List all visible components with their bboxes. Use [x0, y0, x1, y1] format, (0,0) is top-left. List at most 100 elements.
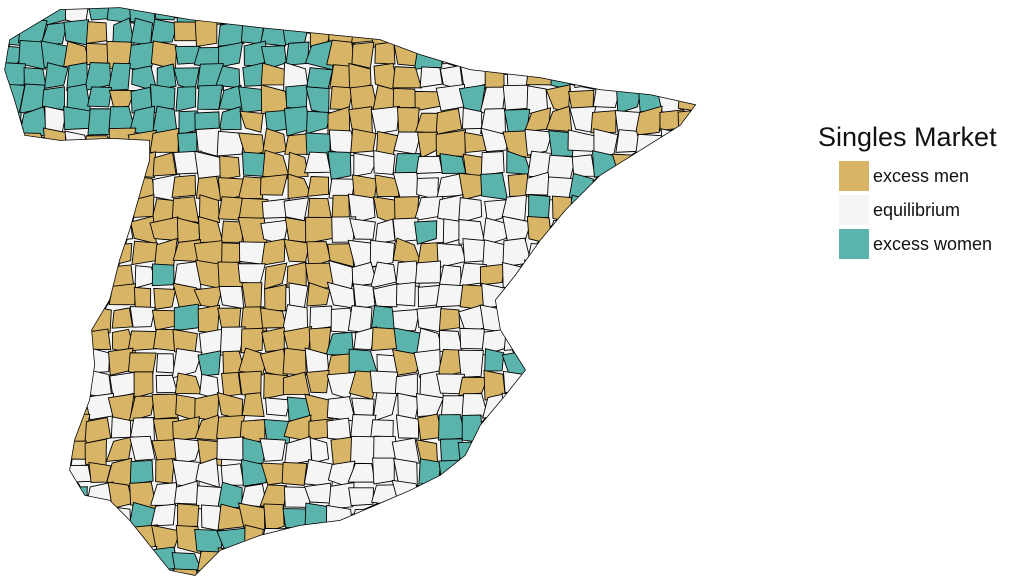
region-cell [524, 483, 553, 511]
region-cell [39, 303, 69, 332]
region-cell [282, 371, 311, 395]
region-cell [350, 128, 377, 154]
region-cell [62, 239, 88, 264]
region-cell [41, 375, 65, 398]
region-cell [503, 305, 531, 331]
region-cell [505, 285, 530, 308]
region-cell [260, 238, 286, 266]
region-cell [679, 173, 695, 201]
region-cell [20, 285, 46, 310]
region-cell [526, 354, 553, 378]
region-cell [633, 218, 664, 246]
region-cell [372, 392, 398, 422]
region-cell [259, 173, 289, 196]
region-cell [683, 22, 695, 47]
region-cell [127, 330, 158, 352]
region-cell [42, 350, 65, 376]
region-cell [111, 547, 136, 572]
region-cell [129, 306, 156, 328]
region-cell [373, 149, 396, 175]
region-cell [525, 63, 554, 86]
region-cell [480, 8, 507, 27]
region-cell [177, 503, 200, 528]
region-cell [595, 348, 619, 374]
region-cell [108, 127, 137, 157]
region-cell [44, 62, 69, 89]
region-cell [19, 178, 42, 203]
region-cell [482, 502, 510, 532]
region-cell [485, 438, 509, 465]
region-cell [480, 43, 508, 68]
region-cell [19, 8, 46, 21]
legend-swatch-equilibrium [839, 195, 869, 225]
region-cell [107, 218, 134, 243]
region-cell [590, 503, 621, 531]
region-cell [529, 501, 553, 533]
region-cell [5, 415, 22, 444]
region-cell [679, 326, 695, 356]
region-cell [633, 152, 664, 177]
region-cell [241, 392, 265, 417]
region-cell [591, 528, 620, 553]
region-cell [369, 8, 397, 26]
region-cell [548, 130, 575, 157]
region-cell [131, 240, 159, 266]
region-cell [5, 371, 21, 400]
region-cell [616, 39, 640, 69]
region-cell [108, 571, 137, 575]
legend-title: Singles Market [818, 122, 997, 152]
region-cell [397, 392, 420, 420]
region-cell [681, 8, 695, 25]
region-cell [241, 567, 268, 575]
legend-swatch-excess-women [839, 229, 869, 259]
region-cell [463, 19, 489, 46]
region-cell [479, 573, 505, 575]
region-cell [656, 438, 685, 461]
region-cell [238, 8, 268, 25]
region-cell [259, 8, 290, 23]
region-cell [304, 8, 328, 24]
region-cell [327, 570, 357, 575]
region-cell [502, 261, 527, 289]
region-cell [571, 283, 595, 311]
region-cell [42, 462, 70, 483]
region-cell [660, 484, 686, 510]
region-cell [61, 550, 90, 575]
region-cell [417, 8, 443, 27]
region-cell [462, 523, 486, 554]
region-cell [85, 21, 108, 44]
region-cell [111, 307, 134, 329]
legend-item-excess-men: excess men [816, 159, 997, 193]
region-cell [217, 41, 244, 68]
region-cell [306, 110, 332, 135]
region-cell [5, 221, 24, 246]
region-cell [21, 243, 48, 269]
region-cell [502, 370, 529, 396]
region-cell [591, 174, 619, 200]
region-cell [348, 527, 378, 554]
region-cell [66, 303, 92, 335]
region-cell [634, 22, 664, 45]
region-cell [40, 480, 69, 508]
region-cell [42, 505, 69, 531]
region-cell [264, 262, 288, 290]
region-cell [439, 479, 467, 505]
region-cell [44, 105, 67, 133]
region-cell [62, 152, 93, 179]
region-cell [638, 328, 663, 353]
region-cell [328, 8, 353, 26]
region-cell [374, 41, 396, 65]
region-cell [439, 152, 467, 174]
region-cell [5, 127, 24, 157]
region-cell [591, 373, 617, 400]
region-cell [677, 567, 695, 575]
region-cell [373, 572, 399, 575]
region-cell [398, 572, 419, 575]
region-cell [18, 393, 49, 420]
region-cell [265, 397, 291, 417]
region-cell [68, 195, 92, 225]
region-cell [65, 174, 89, 201]
region-cell [617, 570, 640, 575]
region-cell [155, 458, 175, 484]
